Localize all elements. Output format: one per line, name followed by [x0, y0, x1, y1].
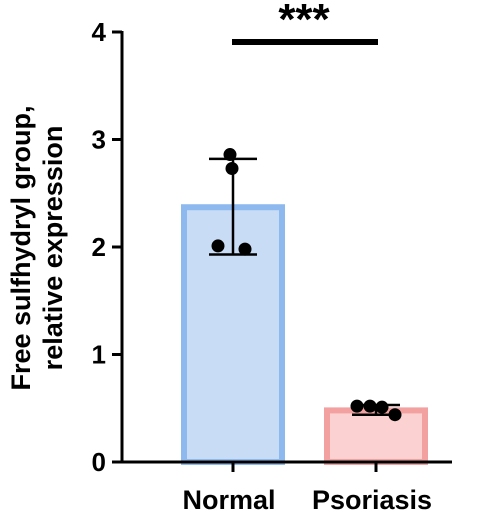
- x-tick-label-psoriasis: Psoriasis: [312, 485, 432, 515]
- y-tick-label-0: 0: [92, 447, 106, 477]
- bar-psoriasis: [324, 407, 428, 465]
- y-axis-label-line-1: Free sulfhydryl group,: [6, 105, 36, 390]
- data-point-0-1: [225, 162, 239, 176]
- data-point-1-0: [350, 399, 364, 413]
- y-axis-label: Free sulfhydryl group, relative expressi…: [6, 105, 68, 390]
- data-point-1-2: [375, 400, 389, 414]
- data-point-1-3: [388, 408, 402, 422]
- data-points: [211, 148, 402, 422]
- y-tick-label-4: 4: [92, 17, 107, 47]
- data-point-0-2: [211, 239, 225, 253]
- data-point-0-3: [238, 242, 252, 256]
- significance-stars: ***: [278, 0, 330, 44]
- y-tick-label-2: 2: [92, 232, 106, 262]
- x-axis-ticks: Normal Psoriasis: [182, 462, 432, 515]
- data-point-1-1: [363, 399, 377, 413]
- data-point-0-0: [223, 148, 237, 162]
- y-tick-label-1: 1: [92, 340, 106, 370]
- x-tick-label-normal: Normal: [182, 485, 275, 515]
- y-axis-label-line-2: relative expression: [38, 126, 68, 371]
- y-axis-ticks: 0 1 2 3 4: [92, 17, 122, 477]
- y-tick-label-3: 3: [92, 125, 106, 155]
